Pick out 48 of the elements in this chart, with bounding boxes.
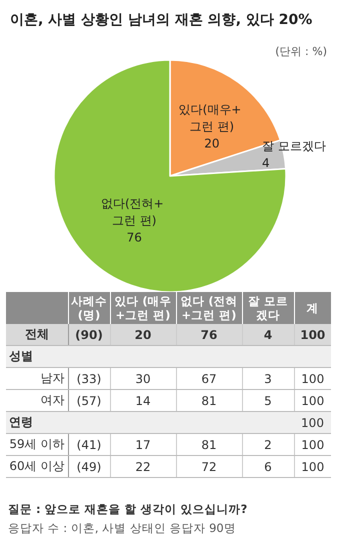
text: 100 <box>301 416 324 430</box>
text: (90) <box>75 328 103 342</box>
category-label: 여자 <box>40 393 64 407</box>
category-label: 없다 (전혀+그런 편) <box>176 292 242 324</box>
slice-label: 잘 모르겠다 <box>262 138 326 153</box>
text: 67 <box>201 372 217 386</box>
text: 4 <box>264 328 272 342</box>
category-label: 잘 모르겠다 <box>242 292 294 324</box>
text: 6 <box>264 460 272 474</box>
text: 81 <box>201 394 217 408</box>
text: 100 <box>300 328 326 342</box>
category-label: 성별 <box>9 349 33 363</box>
text: 100 <box>301 460 324 474</box>
category-label: 전체 <box>24 327 49 341</box>
text: 14 <box>135 394 151 408</box>
text: 100 <box>301 372 324 386</box>
text: 2 <box>264 438 272 452</box>
text: (57) <box>76 394 102 408</box>
text: 22 <box>135 460 151 474</box>
data-label: 76 <box>126 230 142 244</box>
category-label: 연령 <box>9 415 33 429</box>
chart-title: 이혼, 사별 상황인 남녀의 재혼 의향, 있다 20% <box>10 12 312 28</box>
text: 76 <box>200 328 218 342</box>
category-label: 있다 (매우+그런 편) <box>110 292 176 324</box>
text: 72 <box>201 460 217 474</box>
data-label: 20 <box>204 136 220 151</box>
text: (단위 : %) <box>275 45 327 58</box>
text: 3 <box>264 372 272 386</box>
slice-label: 없다(전혀+ 그런 편) <box>100 196 168 228</box>
slice-label: 있다(매우+ 그런 편) <box>178 102 246 134</box>
text: 20 <box>134 328 152 342</box>
category-label: 계 <box>294 292 331 324</box>
text: 17 <box>135 438 151 452</box>
text: (49) <box>76 460 102 474</box>
data-label: 4 <box>262 156 270 170</box>
text: 100 <box>301 394 324 408</box>
category-label: 59세 이하 <box>9 437 64 451</box>
text: 질문 : 앞으로 재혼을 할 생각이 있으십니까? <box>8 501 248 518</box>
text: (33) <box>76 372 102 386</box>
text: 응답자 수 : 이혼, 사별 상태인 응답자 90명 <box>8 520 237 537</box>
text: 30 <box>135 372 151 386</box>
category-label: 사례수 (명) <box>68 292 110 324</box>
category-label: 남자 <box>40 371 64 385</box>
text: 81 <box>201 438 217 452</box>
text: 5 <box>264 394 272 408</box>
text: (41) <box>76 438 102 452</box>
text: 100 <box>301 438 324 452</box>
category-label: 60세 이상 <box>9 459 64 473</box>
